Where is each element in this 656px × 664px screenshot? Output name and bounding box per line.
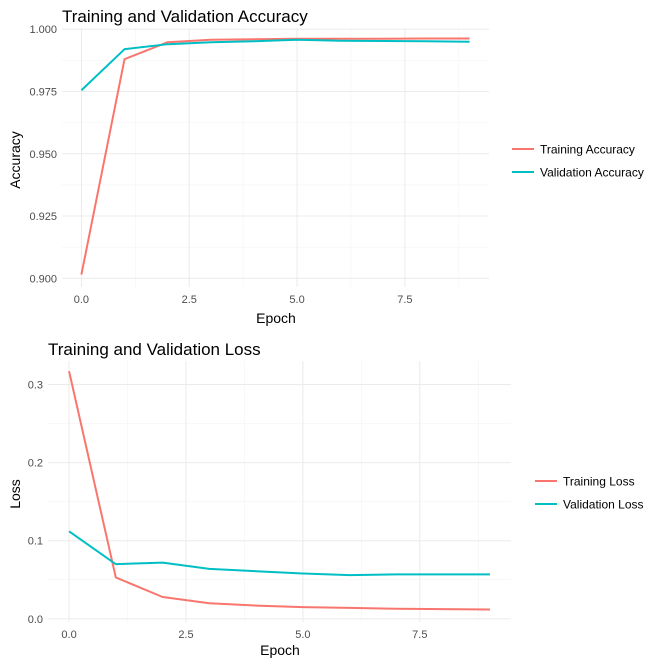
y-tick-label: 0.0	[28, 614, 43, 626]
accuracy-x-axis-title: Epoch	[256, 310, 296, 326]
x-tick-label: 0.0	[74, 294, 89, 306]
accuracy-x-tick-labels: 0.0 2.5 5.0 7.5	[74, 294, 413, 306]
x-tick-label: 5.0	[295, 629, 310, 641]
x-tick-label: 7.5	[397, 294, 412, 306]
accuracy-chart: Training and Validation Accuracy 0.9000.…	[7, 7, 644, 326]
x-tick-label: 7.5	[412, 629, 427, 641]
loss-grid	[48, 361, 511, 622]
y-tick-label: 0.1	[28, 536, 43, 548]
series-line-training-accuracy	[80, 37, 470, 275]
loss-y-axis-title: Loss	[7, 479, 23, 509]
loss-series-lines	[68, 370, 490, 611]
accuracy-legend: Training Accuracy Validation Accuracy	[512, 143, 644, 180]
legend-label-training-loss: Training Loss	[563, 475, 635, 489]
loss-legend: Training Loss Validation Loss	[535, 475, 644, 512]
x-tick-label: 0.0	[61, 629, 76, 641]
loss-chart-title: Training and Validation Loss	[48, 340, 261, 359]
y-tick-label: 0.925	[29, 211, 57, 223]
x-tick-label: 2.5	[178, 629, 193, 641]
accuracy-series-lines	[80, 37, 470, 275]
series-line-validation-loss	[68, 530, 490, 577]
legend-label-validation-loss: Validation Loss	[563, 498, 644, 512]
accuracy-y-tick-labels: 0.900 0.925 0.950 0.975 1.000	[29, 24, 57, 285]
y-tick-label: 0.975	[29, 87, 57, 99]
accuracy-chart-title: Training and Validation Accuracy	[62, 7, 308, 26]
accuracy-y-axis-title: Accuracy	[7, 131, 23, 189]
x-tick-label: 5.0	[289, 294, 304, 306]
y-tick-label: 0.900	[29, 273, 57, 285]
y-tick-label: 1.000	[29, 24, 57, 36]
loss-x-axis-title: Epoch	[260, 642, 300, 658]
loss-y-tick-labels: 0.0 0.1 0.2 0.3	[28, 379, 43, 625]
y-tick-label: 0.3	[28, 379, 43, 391]
x-tick-label: 2.5	[182, 294, 197, 306]
series-line-training-loss	[68, 370, 490, 611]
y-tick-label: 0.2	[28, 458, 43, 470]
legend-label-validation-accuracy: Validation Accuracy	[540, 166, 644, 180]
accuracy-grid	[62, 28, 489, 287]
legend-label-training-accuracy: Training Accuracy	[540, 143, 635, 157]
loss-x-tick-labels: 0.0 2.5 5.0 7.5	[61, 629, 427, 641]
y-tick-label: 0.950	[29, 149, 57, 161]
series-line-validation-accuracy	[80, 38, 470, 91]
loss-chart: Training and Validation Loss 0.00.10.20.…	[7, 340, 644, 658]
